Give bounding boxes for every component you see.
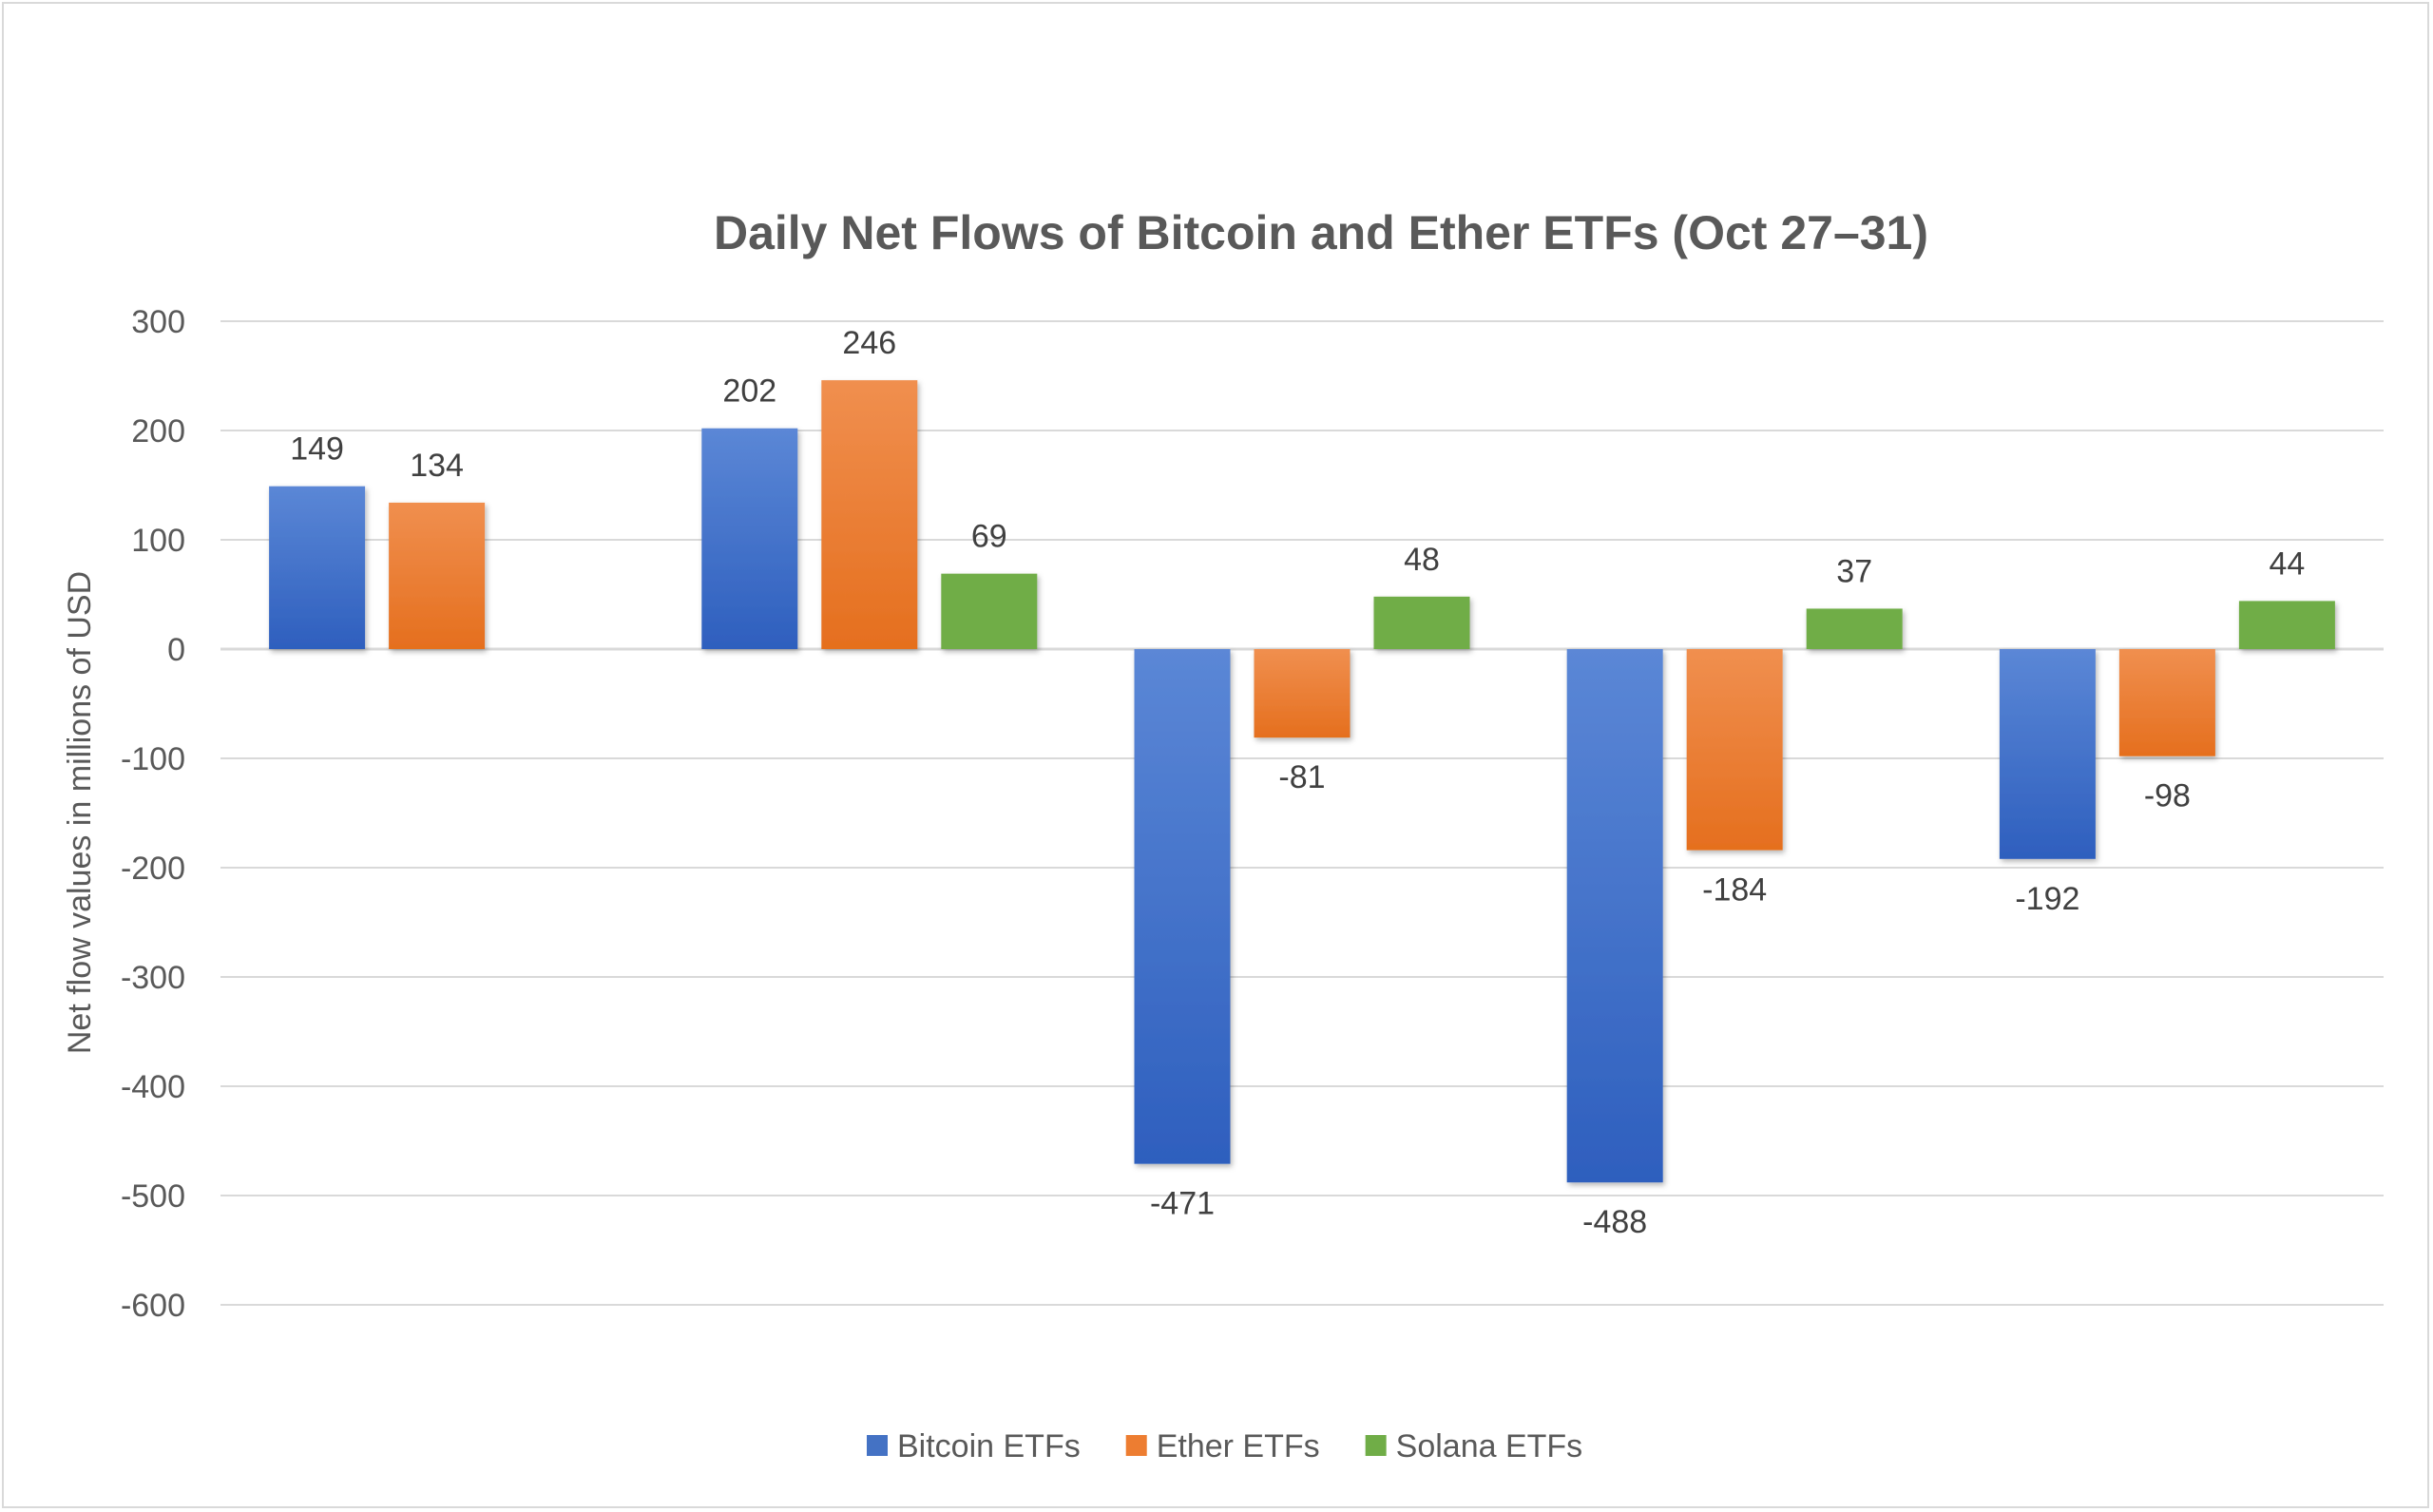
gridlines	[220, 320, 2384, 1306]
y-tick-label: -400	[121, 1069, 185, 1105]
bar-ether-etfs-0	[389, 502, 486, 649]
bar-solana-etfs-3	[1806, 608, 1903, 649]
data-label: 44	[2269, 545, 2305, 582]
bar-bitcoin-etfs-0	[269, 486, 366, 649]
legend-label: Solana ETFs	[1396, 1428, 1583, 1464]
y-tick-label: 200	[131, 413, 185, 450]
data-label: -98	[2144, 778, 2191, 814]
legend-label: Ether ETFs	[1157, 1428, 1320, 1464]
data-label: 48	[1404, 542, 1440, 578]
bar-solana-etfs-1	[941, 573, 1038, 649]
data-label: -471	[1150, 1186, 1215, 1222]
legend-label: Bitcoin ETFs	[897, 1428, 1081, 1464]
y-tick-label: 100	[131, 523, 185, 559]
bar-bitcoin-etfs-2	[1134, 649, 1231, 1164]
y-tick-label: -300	[121, 960, 185, 996]
bar-ether-etfs-4	[2118, 649, 2215, 756]
y-tick-label: -100	[121, 741, 185, 777]
y-axis-ticks: 300 200 100 0 -100 -200 -300 -400 -500 -600	[121, 304, 185, 1324]
bar-ether-etfs-2	[1254, 649, 1351, 738]
legend-swatch-ether-etfs	[1125, 1435, 1147, 1456]
data-label: 69	[971, 519, 1007, 555]
legend: Bitcoin ETFs Ether ETFs Solana ETFs	[867, 1428, 1582, 1464]
data-label: 246	[842, 325, 896, 361]
y-tick-label: 0	[167, 632, 185, 668]
data-label: 202	[722, 373, 776, 410]
data-labels: 149 202 -471 -488 -192 134 246 -81 -184 -98 69 48 37…	[290, 325, 2305, 1240]
bar-bitcoin-etfs-1	[701, 428, 798, 649]
bar-solana-etfs-2	[1373, 596, 1470, 649]
bar-solana-etfs-4	[2238, 601, 2335, 649]
y-axis-label: Net flow values in millions of USD	[62, 571, 98, 1054]
data-label: -184	[1702, 872, 1767, 909]
legend-swatch-bitcoin-etfs	[867, 1435, 888, 1456]
data-label: 134	[410, 448, 464, 484]
data-label: -488	[1582, 1204, 1647, 1240]
y-tick-label: -600	[121, 1288, 185, 1324]
y-tick-label: -500	[121, 1178, 185, 1215]
data-label: -192	[2015, 881, 2079, 917]
bar-ether-etfs-3	[1686, 649, 1783, 851]
bar-bitcoin-etfs-4	[1999, 649, 2096, 859]
data-label: -81	[1278, 759, 1325, 795]
legend-swatch-solana-etfs	[1365, 1435, 1387, 1456]
y-tick-label: -200	[121, 851, 185, 887]
data-label: 37	[1836, 553, 1872, 589]
bars	[269, 380, 2335, 1183]
bar-ether-etfs-1	[821, 380, 918, 649]
chart-title: Daily Net Flows of Bitcoin and Ether ETF…	[714, 206, 1928, 259]
y-tick-label: 300	[131, 304, 185, 340]
bar-bitcoin-etfs-3	[1566, 649, 1663, 1183]
data-label: 149	[290, 431, 344, 468]
